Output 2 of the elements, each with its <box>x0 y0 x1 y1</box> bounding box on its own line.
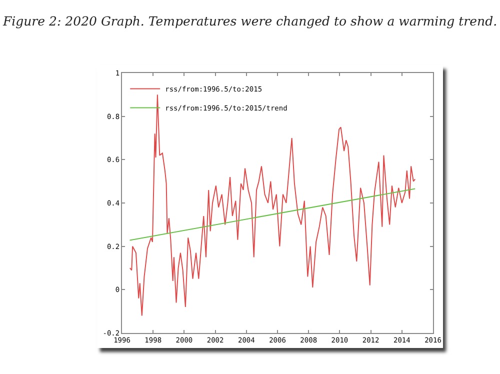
chart-title: Figure 2: 2020 Graph. Temperatures were changed to show a warming trend. <box>2 14 498 29</box>
line-series <box>129 94 416 316</box>
